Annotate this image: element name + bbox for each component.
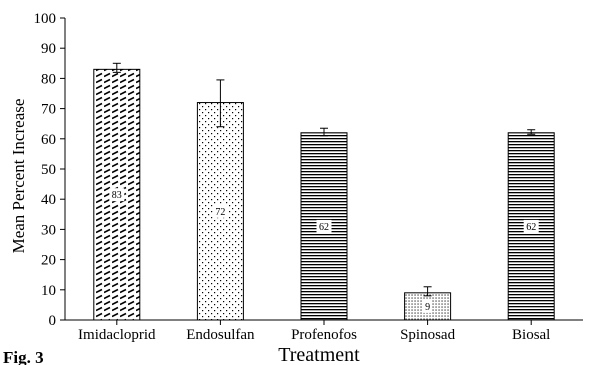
y-tick-label: 20: [41, 253, 56, 269]
bar-group: 62: [507, 129, 555, 321]
y-tick-label: 90: [41, 41, 56, 57]
y-tick-label: 50: [41, 162, 56, 178]
x-tick-label: Biosal: [512, 327, 550, 343]
data-label: 9: [425, 302, 430, 313]
x-tick-label: Imidacloprid: [78, 327, 156, 343]
y-ticks: 0 10 20 30 40 50 60 70 80 90 100: [34, 11, 65, 329]
data-label-box: [212, 204, 228, 218]
data-label-box: [523, 219, 539, 233]
y-tick-label: 40: [41, 192, 56, 208]
y-tick-label: 0: [49, 313, 57, 329]
x-tick-label: Spinosad: [400, 327, 456, 343]
y-tick-label: 60: [41, 132, 56, 148]
data-label-box: [109, 188, 125, 202]
bar-group: 9: [404, 286, 452, 321]
bars: 83 72 62 9 62: [93, 62, 555, 321]
data-label: 83: [112, 190, 122, 201]
x-ticks: Imidacloprid Endosulfan Profenofos Spinosad…: [78, 320, 550, 343]
bar-group: 72: [196, 79, 244, 321]
y-tick-label: 10: [41, 283, 56, 299]
y-tick-label: 30: [41, 222, 56, 238]
y-axis-title: Mean Percent Increase: [9, 99, 28, 254]
bar-group: 62: [300, 127, 348, 321]
data-label: 72: [215, 207, 225, 218]
y-tick-label: 80: [41, 71, 56, 87]
data-label-box: [423, 299, 433, 313]
bar-group: 83: [93, 62, 141, 321]
y-tick-label: 100: [34, 11, 57, 27]
x-tick-label: Profenofos: [291, 327, 357, 343]
data-label: 62: [319, 222, 329, 233]
x-axis-title: Treatment: [278, 344, 360, 365]
y-tick-label: 70: [41, 102, 56, 118]
x-tick-label: Endosulfan: [186, 327, 255, 343]
data-label: 62: [526, 222, 536, 233]
data-label-box: [316, 219, 332, 233]
figure-caption: Fig. 3: [3, 348, 44, 365]
